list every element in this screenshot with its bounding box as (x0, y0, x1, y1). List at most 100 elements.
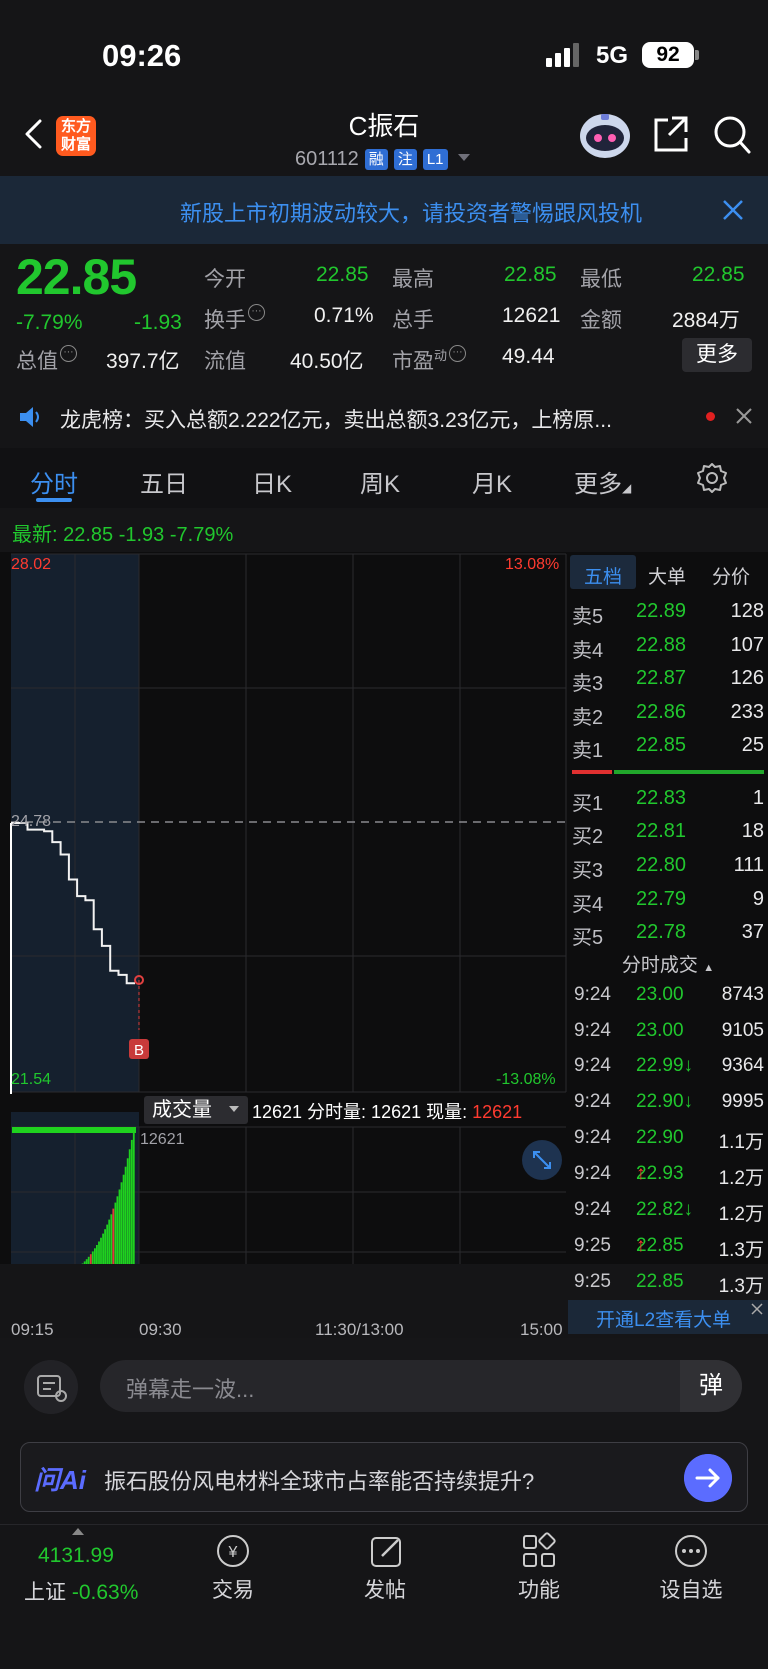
search-icon[interactable] (712, 114, 752, 156)
turnover-label[interactable]: 换手 ⋯ (204, 304, 265, 334)
bid-volume: 37 (741, 921, 764, 943)
low-value: 22.85 (692, 263, 745, 286)
nav-add-watchlist[interactable]: 设自选 (659, 1579, 723, 1602)
ai-question-box[interactable] (20, 1442, 748, 1512)
close-icon[interactable] (734, 406, 754, 426)
trade-price: 22.99↓ (636, 1055, 694, 1076)
tab-daily-k[interactable]: 日K (252, 471, 293, 498)
axis-mid-price: 24.78 (11, 813, 52, 830)
axis-top-percent: 13.08% (505, 556, 560, 573)
time-label-close: 15:00 (520, 1320, 563, 1339)
tab-more[interactable]: 更多◢ (574, 464, 631, 499)
tab-active-indicator (36, 498, 72, 502)
risk-notice-text: 新股上市初期波动较大，请投资者警惕跟风投机 (180, 201, 643, 226)
logo-text-1: 东方 (60, 118, 91, 135)
compose-icon[interactable] (368, 1532, 406, 1570)
volume-bar (106, 1224, 109, 1264)
volume-bar (110, 1214, 113, 1264)
danmaku-settings-icon[interactable] (24, 1360, 78, 1414)
tab-five-day[interactable]: 五日 (140, 471, 188, 498)
danmaku-toggle-button[interactable]: 弹 (680, 1360, 742, 1412)
high-value: 22.85 (504, 263, 557, 286)
trade-price: 22.90 (636, 1127, 684, 1148)
order-book-panel (568, 552, 768, 1264)
trade-time: 9:24 (574, 1020, 611, 1041)
trade-row: 9:24 22.93 ↑ 1.2万 (574, 1163, 764, 1193)
nav-trade[interactable]: 交易 (212, 1579, 254, 1602)
arrow-right-icon[interactable] (684, 1454, 732, 1502)
tab-more-label: 更多 (574, 471, 622, 498)
battery-tip (695, 50, 699, 60)
trade-icon[interactable]: ¥ (214, 1532, 252, 1570)
pe-label-text: 市盈 (392, 350, 434, 373)
arrow-up-icon: ↑ (636, 1163, 646, 1184)
chevron-down-icon[interactable] (229, 1106, 239, 1112)
battery-icon: 92 (642, 42, 694, 68)
index-value[interactable]: 4131.99 (38, 1544, 114, 1567)
nav-functions[interactable]: 功能 (518, 1579, 560, 1602)
pe-label[interactable]: 市盈动 ⋯ (392, 345, 467, 375)
volume-bar (100, 1237, 102, 1264)
robot-assistant-icon[interactable] (578, 110, 632, 160)
gear-icon[interactable] (696, 462, 728, 494)
bid-volume: 18 (741, 820, 764, 842)
close-icon[interactable] (750, 1302, 764, 1316)
tab-monthly-k[interactable]: 月K (472, 471, 513, 498)
ask-label: 卖3 (572, 673, 604, 695)
volume-bar (120, 1182, 123, 1264)
time-label-midday: 11:30/13:00 (315, 1320, 404, 1339)
more-dots-icon[interactable] (672, 1532, 710, 1570)
volume-top-fringe (12, 1127, 136, 1133)
app-logo[interactable]: 东方 财富 (56, 116, 96, 156)
volume-bar (130, 1139, 133, 1264)
info-icon: ⋯ (60, 345, 77, 362)
more-button[interactable]: 更多 (682, 338, 752, 372)
danmaku-input[interactable] (100, 1360, 742, 1412)
trades-header[interactable]: 分时成交 ▲ (572, 950, 764, 977)
l2-upgrade-banner[interactable] (568, 1300, 768, 1334)
trade-price-value: 22.93 (636, 1163, 684, 1184)
tab-price-distribution[interactable]: 分价 (712, 567, 751, 588)
bid-price: 22.81 (636, 820, 687, 842)
volume-bar (126, 1158, 129, 1264)
trade-row: 9:24 22.99↓ 9364 (574, 1055, 764, 1085)
ask-row: 卖1 22.85 25 (572, 734, 764, 762)
bid-price: 22.80 (636, 854, 687, 876)
total-cap-label[interactable]: 总值 ⋯ (16, 345, 77, 375)
network-label: 5G (596, 42, 629, 69)
stock-code-row[interactable]: 601112 融 注 L1 (295, 146, 448, 172)
ask-row: 卖4 22.88 107 (572, 634, 764, 662)
nav-post[interactable]: 发帖 (364, 1579, 406, 1602)
close-icon[interactable] (720, 197, 746, 223)
back-icon[interactable] (22, 118, 46, 150)
tab-big-orders[interactable]: 大单 (648, 567, 687, 588)
volume-bar (89, 1254, 92, 1264)
volume-bar (132, 1130, 135, 1264)
amount-value: 2884万 (672, 309, 740, 332)
price-line-path (11, 822, 135, 985)
trade-volume: 1.2万 (718, 1168, 764, 1189)
low-label: 最低 (580, 268, 622, 291)
bid-row: 买5 22.78 37 (572, 921, 764, 949)
trade-time: 9:24 (574, 1163, 611, 1184)
tab-five-levels[interactable]: 五档 (584, 567, 623, 588)
ask-price: 22.85 (636, 734, 687, 756)
bid-row: 买2 22.81 18 (572, 820, 764, 848)
status-time: 09:26 (102, 38, 182, 73)
index-summary[interactable]: 上证 -0.63% (24, 1576, 138, 1606)
trade-volume: 9995 (721, 1091, 764, 1112)
trade-row: 9:25 22.85 ↑ 1.3万 (574, 1235, 764, 1265)
bid-price: 22.78 (636, 921, 687, 943)
ai-logo: 问Ai (34, 1465, 87, 1495)
volume-bar (87, 1256, 90, 1264)
tab-weekly-k[interactable]: 周K (360, 471, 401, 498)
share-icon[interactable] (652, 114, 690, 154)
price-line (10, 822, 135, 1094)
chevron-down-icon[interactable] (458, 154, 470, 161)
grid-icon[interactable] (520, 1532, 558, 1570)
ask-volume: 25 (741, 734, 764, 756)
trade-volume: 1.3万 (718, 1240, 764, 1261)
current-price: 22.85 (16, 249, 137, 305)
tab-intraday[interactable]: 分时 (30, 471, 78, 498)
expand-icon[interactable] (522, 1140, 562, 1180)
